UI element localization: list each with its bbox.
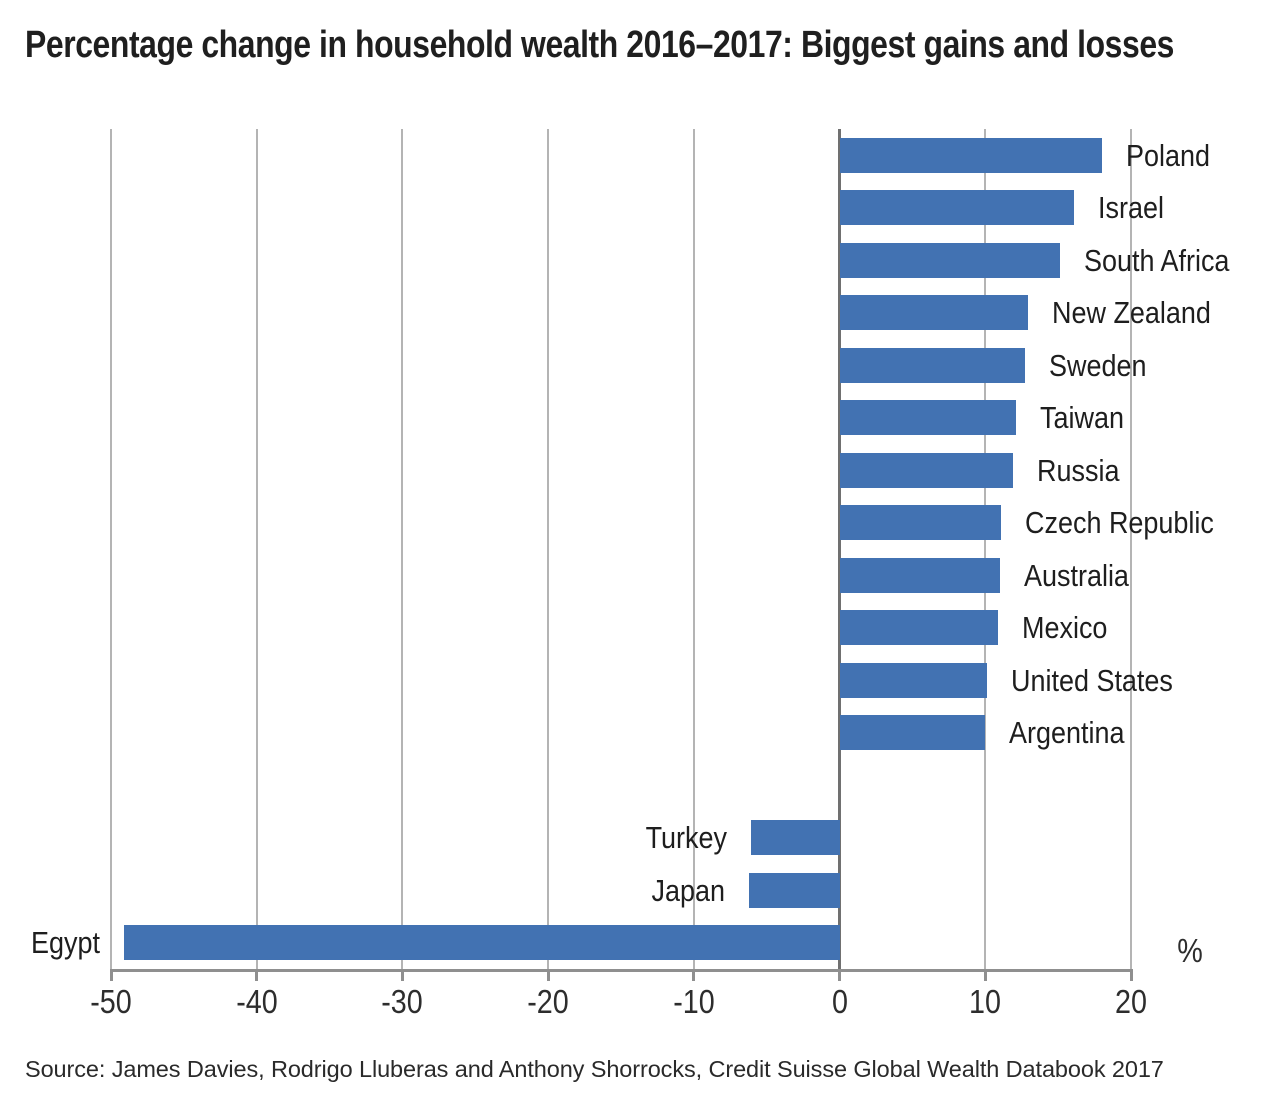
- bar-label-turkey: Turkey: [645, 820, 727, 856]
- bar-sweden: [839, 347, 1025, 383]
- bar-turkey: [750, 820, 840, 856]
- axis-tick--20: [546, 972, 550, 981]
- bar-russia: [839, 452, 1013, 488]
- bar-egypt: [124, 925, 840, 961]
- axis-tick-label--30: -30: [381, 983, 424, 1020]
- bar-label-japan: Japan: [651, 872, 726, 908]
- bar-czech-republic: [839, 505, 1002, 541]
- bar-label-israel: Israel: [1098, 190, 1165, 226]
- bar-south-africa: [839, 242, 1060, 278]
- gridline--30: [401, 129, 404, 969]
- axis-tick--40: [255, 972, 259, 981]
- bar-label-russia: Russia: [1036, 452, 1120, 488]
- bar-japan: [749, 872, 840, 908]
- bar-poland: [839, 137, 1102, 173]
- gridline-20: [1130, 129, 1132, 969]
- x-axis-line: [110, 969, 1133, 972]
- bar-label-poland: Poland: [1125, 137, 1210, 173]
- source-note: Source: James Davies, Rodrigo Lluberas a…: [25, 1056, 1164, 1082]
- bar-label-sweden: Sweden: [1048, 347, 1147, 383]
- gridline-10: [984, 129, 987, 969]
- axis-tick--30: [400, 972, 404, 981]
- bar-united-states: [839, 662, 987, 698]
- axis-tick--10: [692, 972, 696, 981]
- bar-label-mexico: Mexico: [1022, 610, 1108, 646]
- bar-label-argentina: Argentina: [1009, 715, 1125, 751]
- bar-label-united-states: United States: [1010, 662, 1173, 698]
- axis-tick-label-10: 10: [969, 983, 1002, 1020]
- bar-argentina: [839, 715, 986, 751]
- zero-gridline: [838, 129, 842, 969]
- axis-tick-label--40: -40: [235, 983, 278, 1020]
- bar-new-zealand: [839, 295, 1028, 331]
- axis-tick-10: [983, 972, 987, 981]
- bar-label-taiwan: Taiwan: [1039, 400, 1124, 436]
- axis-unit-label: %: [1177, 932, 1203, 969]
- axis-tick-label--50: -50: [90, 983, 132, 1020]
- gridline--40: [255, 129, 258, 969]
- bar-israel: [839, 190, 1075, 226]
- bar-label-czech-republic: Czech Republic: [1025, 505, 1215, 541]
- gridline--50: [110, 129, 112, 969]
- bar-australia: [839, 557, 1000, 593]
- plot-area: -50 -40 -30 -20 -10 0 10 20 Poland Israel South Af…: [31, 129, 1229, 1020]
- bar-label-egypt: Egypt: [31, 925, 101, 961]
- chart-title: Percentage change in household wealth 20…: [25, 24, 1175, 66]
- bar-label-south-africa: South Africa: [1083, 242, 1230, 278]
- gridline--20: [547, 129, 550, 969]
- gridline--10: [692, 129, 695, 969]
- axis-tick-label--20: -20: [527, 983, 569, 1020]
- bar-label-australia: Australia: [1023, 557, 1129, 593]
- axis-tick-label--10: -10: [673, 983, 715, 1020]
- axis-tick-20: [1129, 972, 1133, 981]
- axis-tick-0: [838, 972, 842, 981]
- axis-tick-label-20: 20: [1115, 983, 1147, 1020]
- bar-mexico: [839, 610, 999, 646]
- axis-tick-label-0: 0: [831, 983, 848, 1020]
- axis-tick--50: [109, 972, 113, 981]
- bar-label-new-zealand: New Zealand: [1051, 295, 1211, 331]
- bar-taiwan: [839, 400, 1016, 436]
